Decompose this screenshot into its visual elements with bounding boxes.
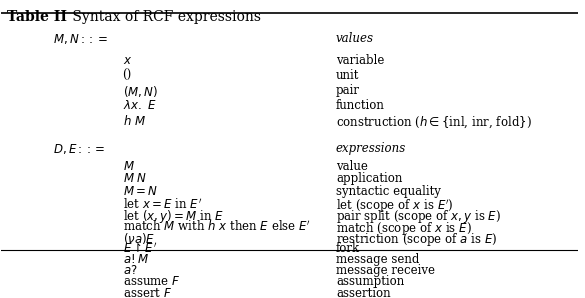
Text: $M\ N$: $M\ N$ [122, 172, 147, 185]
Text: Syntax of RCF expressions: Syntax of RCF expressions [68, 10, 261, 24]
Text: $(\nu a)E$: $(\nu a)E$ [122, 231, 155, 246]
Text: $M, N ::=$: $M, N ::=$ [53, 32, 108, 46]
Text: values: values [336, 32, 374, 44]
Text: let (scope of $x$ is $E'$): let (scope of $x$ is $E'$) [336, 197, 453, 215]
Text: pair: pair [336, 84, 360, 97]
Text: value: value [336, 159, 368, 173]
Text: construction ($h \in \{$inl, inr, fold$\}$): construction ($h \in \{$inl, inr, fold$\… [336, 114, 532, 130]
Text: application: application [336, 172, 402, 185]
Text: $a?$: $a?$ [122, 264, 137, 277]
Text: assert $F$: assert $F$ [122, 287, 171, 298]
Text: $a!M$: $a!M$ [122, 253, 149, 266]
Text: match $M$ with $h\ x$ then $E$ else $E'$: match $M$ with $h\ x$ then $E$ else $E'$ [122, 220, 311, 234]
Text: Table II: Table II [7, 10, 67, 24]
Text: expressions: expressions [336, 142, 406, 155]
Text: pair split (scope of $x, y$ is $E$): pair split (scope of $x, y$ is $E$) [336, 209, 501, 226]
Text: $(M, N)$: $(M, N)$ [122, 84, 158, 99]
Text: assumption: assumption [336, 275, 404, 288]
Text: function: function [336, 99, 385, 112]
Text: message send: message send [336, 253, 419, 266]
Text: $M = N$: $M = N$ [122, 185, 157, 198]
Text: syntactic equality: syntactic equality [336, 185, 441, 198]
Text: $E \upharpoonright E'$: $E \upharpoonright E'$ [122, 242, 157, 256]
Text: let $(x, y) = M$ in $E$: let $(x, y) = M$ in $E$ [122, 209, 223, 226]
Text: restriction (scope of $a$ is $E$): restriction (scope of $a$ is $E$) [336, 231, 497, 248]
Text: $D, E ::=$: $D, E ::=$ [53, 142, 106, 156]
Text: message receive: message receive [336, 264, 435, 277]
Text: $x$: $x$ [122, 54, 132, 67]
Text: assertion: assertion [336, 287, 391, 298]
Text: let $x = E$ in $E'$: let $x = E$ in $E'$ [122, 197, 202, 212]
Text: (): () [122, 69, 132, 82]
Text: variable: variable [336, 54, 384, 67]
Text: assume $F$: assume $F$ [122, 275, 180, 288]
Text: $M$: $M$ [122, 159, 135, 173]
Text: $h\ M$: $h\ M$ [122, 114, 146, 128]
Text: unit: unit [336, 69, 359, 82]
Text: match (scope of $x$ is $E$): match (scope of $x$ is $E$) [336, 220, 472, 237]
Text: fork: fork [336, 242, 360, 255]
Text: $\lambda x.\ E$: $\lambda x.\ E$ [122, 99, 156, 112]
